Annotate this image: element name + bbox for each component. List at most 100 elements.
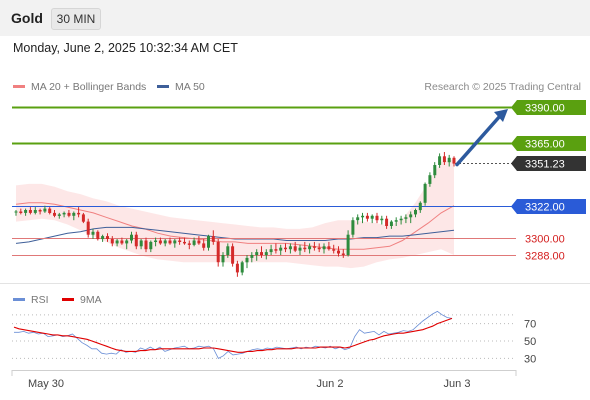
candle xyxy=(308,243,312,254)
candle-body xyxy=(380,218,384,221)
candle xyxy=(365,212,369,222)
candle xyxy=(197,236,201,245)
candle xyxy=(447,154,451,167)
candle-body xyxy=(438,156,442,165)
candle xyxy=(62,211,66,218)
candle-body xyxy=(264,252,268,255)
candle xyxy=(303,241,307,253)
candle xyxy=(53,210,56,218)
watermark: Research © 2025 Trading Central xyxy=(424,81,581,93)
candle-body xyxy=(130,234,133,241)
candle-body xyxy=(245,257,249,263)
candle xyxy=(438,153,442,168)
candle xyxy=(207,234,210,251)
candle-body xyxy=(33,210,37,213)
bollinger-band xyxy=(16,159,454,269)
candle xyxy=(125,239,129,250)
candle xyxy=(173,239,177,248)
legend-ma20-label: MA 20 + Bollinger Bands xyxy=(31,81,147,93)
legend-ma50: MA 50 xyxy=(157,81,205,93)
level-tag-3351.23 xyxy=(517,156,586,171)
candle xyxy=(269,244,273,255)
candle xyxy=(211,230,215,245)
candle xyxy=(284,243,287,253)
candle-body xyxy=(365,215,369,219)
candle-body xyxy=(327,246,331,250)
candle xyxy=(19,208,23,215)
candle-body xyxy=(274,249,278,251)
candle xyxy=(389,220,393,229)
ma50-swatch xyxy=(157,84,169,88)
candle-body xyxy=(447,157,451,163)
forecast-arrow-head xyxy=(494,109,508,122)
candle-body xyxy=(389,221,393,226)
candle xyxy=(149,240,153,253)
rsi-ma-line xyxy=(13,317,453,353)
candle-body xyxy=(231,246,235,264)
timeframe-button[interactable]: 30 MIN xyxy=(51,8,101,30)
candle-body xyxy=(332,249,336,251)
candle xyxy=(298,244,302,255)
candle-body xyxy=(423,183,427,203)
ma20-swatch xyxy=(13,84,25,88)
level-tag-3365.00 xyxy=(517,136,586,151)
candle xyxy=(57,212,61,219)
candle-body xyxy=(19,211,23,213)
candle xyxy=(192,237,196,247)
candle xyxy=(394,217,398,226)
candle xyxy=(91,228,95,239)
candle xyxy=(423,182,427,206)
candle-body xyxy=(207,236,210,248)
candle xyxy=(385,215,389,229)
candle xyxy=(158,237,162,245)
candle xyxy=(28,207,32,215)
candle xyxy=(202,239,206,251)
candle xyxy=(245,255,249,269)
legend-rsi-ma: 9MA xyxy=(62,294,102,306)
candle xyxy=(235,260,239,277)
candle xyxy=(274,243,278,254)
candle xyxy=(399,215,403,225)
candle-body xyxy=(168,240,172,244)
candle xyxy=(341,249,345,258)
candle xyxy=(216,239,220,267)
candle-body xyxy=(250,255,254,258)
candle-body xyxy=(414,210,417,215)
level-label-3288.00: 3288.00 xyxy=(525,251,565,263)
candle-body xyxy=(211,236,215,242)
level-label-3390.00: 3390.00 xyxy=(525,103,565,115)
candle xyxy=(134,231,138,250)
candle-body xyxy=(139,240,143,247)
candle-body xyxy=(72,212,76,216)
candle xyxy=(327,241,331,251)
legend-rsi: RSI xyxy=(13,294,49,306)
candle-body xyxy=(28,210,32,213)
candle xyxy=(86,218,90,238)
level-tag-3322.00 xyxy=(517,199,586,214)
candle xyxy=(380,215,384,225)
candle-body xyxy=(298,247,302,251)
candle-body xyxy=(260,252,263,255)
candle xyxy=(101,234,105,242)
candle-body xyxy=(14,211,18,213)
candle xyxy=(221,252,225,267)
level-tag-3390.00 xyxy=(517,100,586,115)
rsi-tick-70: 70 xyxy=(524,319,536,331)
candle-body xyxy=(202,243,206,248)
candle-body xyxy=(57,214,61,216)
candle-body xyxy=(91,231,95,235)
candle-body xyxy=(361,215,365,218)
candle-body xyxy=(53,212,56,216)
candle xyxy=(24,208,28,216)
candle xyxy=(418,201,422,213)
candle-body xyxy=(67,212,71,216)
candle-body xyxy=(149,241,153,250)
rsi-tick-30: 30 xyxy=(524,353,536,365)
candle xyxy=(452,156,456,167)
candle xyxy=(428,172,432,187)
candle xyxy=(361,212,365,224)
candle xyxy=(183,237,186,245)
candle-body xyxy=(375,215,379,221)
level-label-3322.00: 3322.00 xyxy=(525,202,565,214)
